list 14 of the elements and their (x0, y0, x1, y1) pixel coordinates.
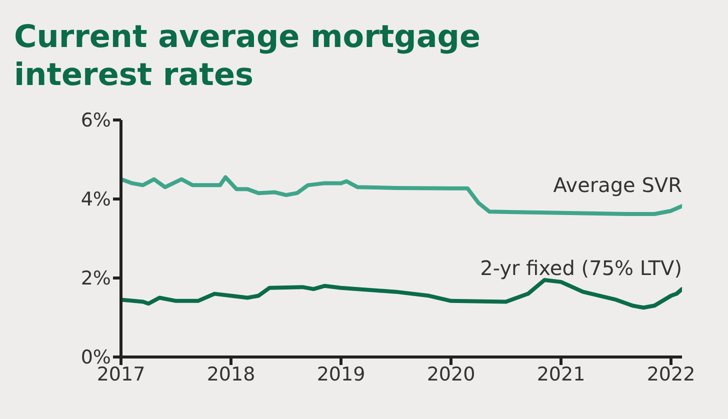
x-tick-label: 2017 (96, 363, 146, 386)
x-tick-label: 2022 (646, 363, 696, 386)
chart-title: Current average mortgage interest rates (14, 18, 482, 94)
x-tick-label: 2021 (536, 363, 586, 386)
series-label: 2-yr fixed (75% LTV) (480, 256, 682, 280)
y-tick-label: 6% (80, 110, 111, 132)
x-tick-label: 2020 (426, 363, 476, 386)
series-label: Average SVR (553, 173, 682, 198)
line-series (121, 175, 682, 216)
y-tick-label: 2% (80, 268, 111, 290)
x-tick-label: 2019 (316, 363, 366, 386)
y-tick-label: 4% (80, 188, 111, 211)
line-series (121, 278, 682, 310)
x-tick-label: 2018 (206, 363, 256, 386)
